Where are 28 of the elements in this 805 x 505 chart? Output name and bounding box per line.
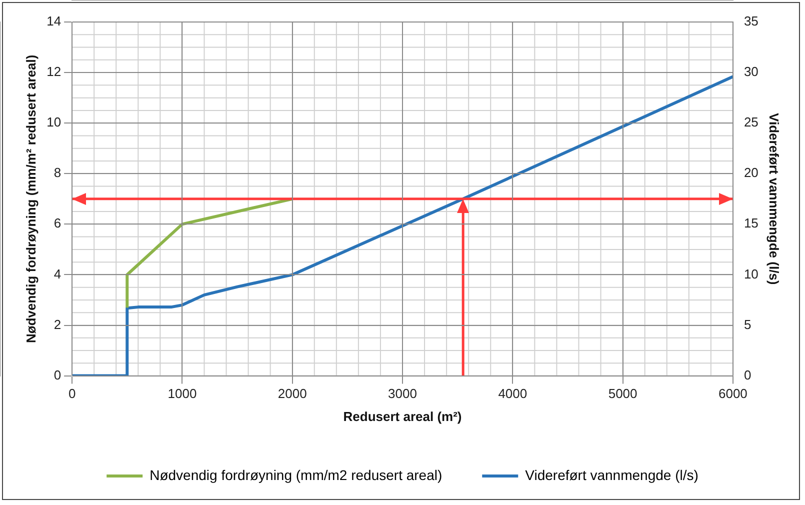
y2-tick-label: 0: [744, 367, 752, 382]
y-tick-label: 2: [54, 316, 62, 332]
y2-tick-label: 25: [744, 114, 758, 130]
y-tick-label: 14: [46, 14, 62, 29]
x-axis-title: Redusert areal (m²): [343, 408, 462, 424]
legend-label: Nødvendig fordrøyning (mm/m2 redusert areal): [150, 466, 442, 483]
x-tick-label: 5000: [608, 386, 638, 402]
x-tick-label: 4000: [498, 386, 528, 402]
y-tick-label: 10: [46, 114, 62, 130]
y2-tick-label: 20: [744, 165, 758, 180]
legend-label: Videreført vannmengde (l/s): [525, 466, 698, 483]
y2-tick-label: 15: [744, 216, 758, 231]
y-tick-label: 8: [54, 165, 62, 180]
y2-tick-label: 10: [744, 266, 758, 282]
y-tick-label: 6: [54, 216, 62, 231]
x-tick-label: 2000: [278, 386, 307, 402]
y2-axis-title: Videreført vannmengde (l/s): [766, 113, 782, 285]
y-tick-label: 12: [46, 64, 62, 80]
y2-tick-label: 30: [744, 64, 758, 80]
x-tick-label: 1000: [168, 386, 197, 402]
x-tick-label: 0: [68, 386, 76, 402]
y2-tick-label: 5: [744, 316, 752, 332]
x-tick-label: 3000: [388, 386, 417, 402]
y-tick-label: 0: [54, 367, 62, 382]
y-axis-title: Nødvendig fordrøyning (mm/m² redusert areal): [23, 54, 38, 343]
y-tick-label: 4: [54, 266, 62, 282]
x-tick-label: 6000: [718, 386, 748, 402]
y2-tick-label: 35: [744, 14, 758, 29]
